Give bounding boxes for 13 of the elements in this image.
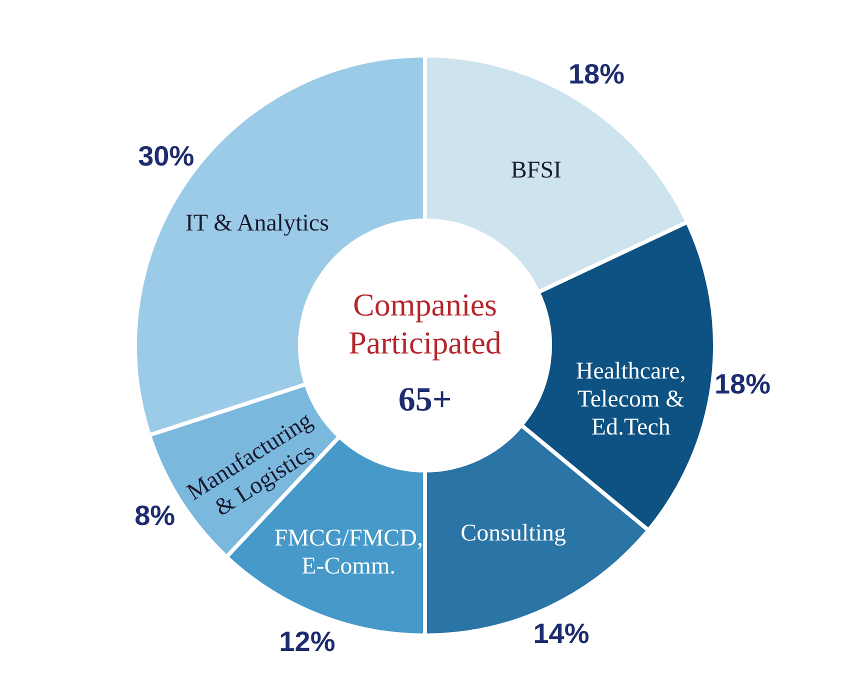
data-label: 8%	[134, 500, 176, 531]
data-label: 18%	[568, 58, 625, 90]
slice-label: BFSI	[510, 157, 562, 184]
data-label: 18%	[714, 368, 771, 400]
text: Companies Participated	[348, 286, 502, 360]
slice-label: Consulting	[460, 520, 566, 546]
slice-label: FMCG/FMCD, E-Comm.	[274, 525, 423, 580]
text: 65+	[398, 382, 452, 418]
data-label: 12%	[279, 626, 336, 658]
slice-label: Healthcare, Telecom & Ed.Tech	[576, 358, 686, 441]
data-label: 30%	[138, 140, 194, 172]
slice-label: IT & Analytics	[185, 210, 329, 237]
data-label: 14%	[533, 618, 590, 650]
